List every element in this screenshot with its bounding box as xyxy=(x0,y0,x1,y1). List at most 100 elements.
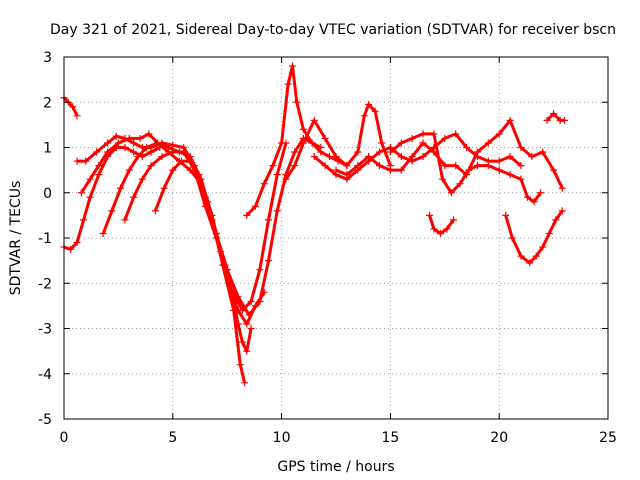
data-point xyxy=(436,229,444,237)
y-tick-label: -1 xyxy=(38,231,52,247)
data-point xyxy=(69,103,77,111)
series-s9 xyxy=(282,101,394,183)
data-point xyxy=(243,211,251,219)
x-tick-label: 15 xyxy=(381,430,399,446)
data-point xyxy=(169,166,177,174)
data-point xyxy=(465,166,473,174)
y-tick-label: -3 xyxy=(38,322,52,338)
data-point xyxy=(386,166,394,174)
data-point xyxy=(371,107,379,115)
data-point xyxy=(439,175,447,183)
axis-ticks xyxy=(63,56,609,420)
data-point xyxy=(473,148,481,156)
data-point xyxy=(251,202,259,210)
data-point xyxy=(430,225,438,233)
data-point xyxy=(443,225,451,233)
data-point xyxy=(104,139,112,147)
data-point xyxy=(164,144,172,151)
data-point xyxy=(247,297,255,305)
data-point xyxy=(532,252,540,260)
data-point xyxy=(86,175,94,183)
data-point xyxy=(325,153,333,161)
data-point xyxy=(154,139,162,147)
data-point xyxy=(130,139,138,147)
y-tick-label: 2 xyxy=(43,95,52,111)
data-point xyxy=(195,171,203,179)
series-trail xyxy=(335,118,564,189)
data-point xyxy=(517,252,525,260)
y-tick-label: 3 xyxy=(43,50,52,66)
data-point xyxy=(180,148,188,156)
data-point xyxy=(134,153,142,161)
data-point xyxy=(473,162,481,170)
data-point xyxy=(178,157,186,165)
data-point xyxy=(151,207,159,215)
data-point xyxy=(558,184,566,192)
data-point xyxy=(463,144,471,151)
data-point xyxy=(308,139,316,147)
data-point xyxy=(506,153,514,161)
data-point xyxy=(265,257,273,265)
data-point xyxy=(523,193,531,201)
data-point xyxy=(121,216,129,224)
series-trail xyxy=(63,146,161,251)
data-point xyxy=(539,148,547,156)
series-s1 xyxy=(60,94,81,120)
data-point xyxy=(260,180,268,188)
data-point xyxy=(376,162,384,170)
series-s8 xyxy=(243,62,351,219)
data-point xyxy=(243,347,251,355)
data-point xyxy=(360,112,368,120)
data-point xyxy=(114,139,122,147)
series-s2 xyxy=(60,144,164,253)
data-point xyxy=(145,130,153,138)
data-point xyxy=(82,157,90,165)
data-point xyxy=(378,139,386,147)
data-point xyxy=(230,288,238,296)
data-point xyxy=(517,144,525,151)
series-trail xyxy=(62,96,79,117)
grid-lines xyxy=(64,57,608,419)
data-point xyxy=(386,148,394,156)
data-point xyxy=(147,162,155,170)
data-point xyxy=(408,153,416,161)
data-point xyxy=(169,141,177,149)
data-point xyxy=(299,125,307,133)
data-point xyxy=(138,175,146,183)
data-point xyxy=(278,139,286,147)
data-point xyxy=(158,153,166,161)
data-point xyxy=(508,234,516,242)
data-point xyxy=(265,216,273,224)
data-point xyxy=(212,229,220,237)
data-point xyxy=(332,153,340,161)
data-point xyxy=(495,157,503,165)
data-point xyxy=(245,311,253,319)
data-point xyxy=(408,134,416,142)
series-trail xyxy=(80,132,247,384)
y-axis-title: SDTVAR / TECUs xyxy=(8,181,24,296)
data-point xyxy=(321,162,329,170)
data-point xyxy=(552,216,560,224)
data-point xyxy=(560,116,568,124)
data-point xyxy=(204,198,212,206)
chart-title: Day 321 of 2021, Sidereal Day-to-day VTE… xyxy=(50,22,616,38)
data-point xyxy=(284,80,292,88)
x-tick-label: 20 xyxy=(490,430,508,446)
data-point xyxy=(495,166,503,174)
data-point xyxy=(238,338,246,346)
data-point xyxy=(73,157,81,165)
data-point xyxy=(273,171,281,179)
data-point xyxy=(99,229,107,237)
data-point xyxy=(365,101,373,109)
data-point xyxy=(530,198,538,206)
data-point xyxy=(332,166,340,174)
data-point xyxy=(450,216,458,224)
data-point xyxy=(221,261,229,269)
series-trail xyxy=(504,210,564,265)
data-point xyxy=(236,361,244,369)
data-point xyxy=(502,211,510,219)
y-tick-label: -2 xyxy=(38,276,52,292)
data-point xyxy=(526,259,534,267)
data-point xyxy=(545,229,553,237)
series-trail xyxy=(245,64,348,217)
